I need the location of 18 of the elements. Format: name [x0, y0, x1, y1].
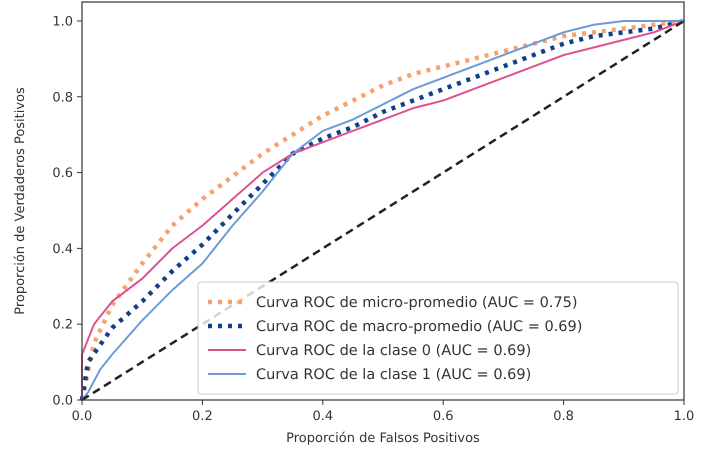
x-tick-label: 0.8: [553, 409, 574, 424]
y-tick-label: 0.8: [52, 90, 73, 106]
x-axis-title: Proporción de Falsos Positivos: [286, 431, 480, 446]
y-tick-label: 0.0: [52, 394, 73, 409]
x-tick-label: 0.6: [432, 409, 454, 424]
x-tick-label: 0.2: [192, 409, 213, 424]
y-axis-title: Proporción de Verdaderos Positivos: [13, 86, 28, 315]
legend-label: Curva ROC de la clase 1 (AUC = 0.69): [256, 367, 532, 384]
legend-label: Curva ROC de la clase 0 (AUC = 0.69): [256, 343, 532, 360]
x-tick-label: 0.4: [312, 409, 334, 424]
x-tick-label: 0.0: [72, 409, 92, 424]
legend-label: Curva ROC de macro-promedio (AUC = 0.69): [256, 319, 582, 336]
y-tick-label: 1.0: [52, 14, 73, 30]
x-tick-label: 1.0: [674, 409, 694, 424]
legend-label: Curva ROC de micro-promedio (AUC = 0.75): [256, 295, 578, 312]
y-tick-label: 0.2: [52, 318, 73, 333]
y-tick-label: 0.6: [52, 166, 73, 182]
y-tick-label: 0.4: [52, 242, 73, 257]
